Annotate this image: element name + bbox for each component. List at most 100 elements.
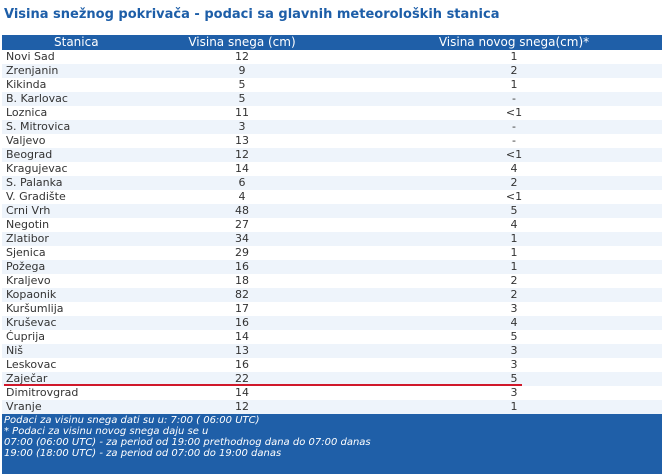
table-cell: 1	[510, 400, 518, 413]
station-name: Požega	[6, 260, 46, 273]
table-cell: 14	[235, 330, 249, 343]
table-cell: 18	[235, 274, 249, 287]
table-cell: 2	[510, 288, 518, 301]
station-name: Ćuprija	[6, 330, 46, 343]
table-row: S. Palanka 6 2	[2, 176, 662, 190]
table-cell: 3	[238, 120, 246, 133]
station-name: V. Gradište	[6, 190, 66, 203]
page-title: Visina snežnog pokrivača - podaci sa gla…	[4, 7, 500, 22]
station-name: S. Mitrovica	[6, 120, 71, 133]
footer-line: 07:00 (06:00 UTC) - za period od 19:00 p…	[4, 437, 371, 448]
table-cell: 2	[510, 176, 518, 189]
table-cell: 1	[510, 232, 518, 245]
station-name: Novi Sad	[6, 50, 55, 63]
table-cell: 2	[510, 274, 518, 287]
station-name: B. Karlovac	[6, 92, 68, 105]
station-name: Crni Vrh	[6, 204, 51, 217]
table-row: Vranje 12 1	[2, 400, 662, 414]
column-header: Visina snega (cm)	[188, 35, 296, 49]
table-cell: 3	[510, 302, 518, 315]
table-row: V. Gradište 4 <1	[2, 190, 662, 204]
footer-notes: Podaci za visinu snega dati su u: 7:00 (…	[2, 414, 662, 474]
footer-line: 19:00 (18:00 UTC) - za period od 07:00 d…	[4, 448, 282, 459]
table-cell: 1	[510, 260, 518, 273]
table-cell: <1	[505, 190, 523, 203]
table-cell: 27	[235, 218, 249, 231]
table-row: Novi Sad 12 1	[2, 50, 662, 64]
table-cell: 34	[235, 232, 249, 245]
table-cell: 3	[510, 344, 518, 357]
table-cell: 22	[235, 372, 249, 385]
station-name: Niš	[6, 344, 24, 357]
table-row: Kopaonik 82 2	[2, 288, 662, 302]
table-cell: 4	[238, 190, 246, 203]
table-cell: -	[512, 134, 516, 147]
table-cell: -	[512, 92, 516, 105]
table-row: Negotin 27 4	[2, 218, 662, 232]
table-cell: <1	[505, 148, 523, 161]
table-row: B. Karlovac 5 -	[2, 92, 662, 106]
station-name: Valjevo	[6, 134, 46, 147]
header-row: Stanica Visina snega (cm) Visina novog sne…	[2, 35, 662, 50]
table-cell: 5	[510, 330, 518, 343]
table-cell: 1	[510, 78, 518, 91]
table-row: Kragujevac 14 4	[2, 162, 662, 176]
table-cell: 17	[235, 302, 249, 315]
table-row: Kraljevo 18 2	[2, 274, 662, 288]
table-cell: 16	[235, 358, 249, 371]
table-cell: 14	[235, 162, 249, 175]
footer-line: * Podaci za visinu novog snega daju se u	[4, 426, 209, 437]
table-row: Valjevo 13 -	[2, 134, 662, 148]
station-name: Kuršumlija	[6, 302, 64, 315]
station-name: Kikinda	[6, 78, 47, 91]
page: Visina snežnog pokrivača - podaci sa gla…	[2, 7, 662, 474]
table-cell: 29	[235, 246, 249, 259]
station-name: S. Palanka	[6, 176, 63, 189]
table-cell: 82	[235, 288, 249, 301]
table-cell: 1	[510, 246, 518, 259]
station-name: Sjenica	[6, 246, 46, 259]
table-cell: 16	[235, 316, 249, 329]
table-cell: 3	[510, 386, 518, 399]
station-name: Zrenjanin	[6, 64, 59, 77]
station-name: Kopaonik	[6, 288, 57, 301]
station-name: Leskovac	[6, 358, 57, 371]
table-cell: 11	[235, 106, 249, 119]
table-cell: 4	[510, 316, 518, 329]
table-cell: 9	[238, 64, 246, 77]
station-name: Beograd	[6, 148, 53, 161]
table-cell: 5	[238, 92, 246, 105]
red-underline	[4, 384, 522, 386]
table-cell: 13	[235, 344, 249, 357]
table-cell: 12	[235, 400, 249, 413]
table-cell: 4	[510, 162, 518, 175]
column-header: Stanica	[54, 35, 99, 49]
table-row: Dimitrovgrad 14 3	[2, 386, 662, 400]
table-cell: 5	[510, 372, 518, 385]
table-row: Sjenica 29 1	[2, 246, 662, 260]
table-row: Zrenjanin 9 2	[2, 64, 662, 78]
station-name: Zlatibor	[6, 232, 49, 245]
table-row: Loznica 11 <1	[2, 106, 662, 120]
station-name: Negotin	[6, 218, 50, 231]
footer-line: Podaci za visinu snega dati su u: 7:00 (…	[4, 415, 260, 426]
table-row: Kikinda 5 1	[2, 78, 662, 92]
table-cell: 12	[235, 50, 249, 63]
table-cell: -	[512, 120, 516, 133]
station-name: Kragujevac	[6, 162, 68, 175]
station-name: Vranje	[6, 400, 42, 413]
table-row: Kruševac 16 4	[2, 316, 662, 330]
table-cell: 4	[510, 218, 518, 231]
table-cell: <1	[505, 106, 523, 119]
table-cell: 5	[510, 204, 518, 217]
table-row: Crni Vrh 48 5	[2, 204, 662, 218]
table-row: Požega 16 1	[2, 260, 662, 274]
table-row: Zaječar 22 5	[2, 372, 662, 386]
table-row: Ćuprija 14 5	[2, 330, 662, 344]
station-name: Kraljevo	[6, 274, 51, 287]
table-cell: 5	[238, 78, 246, 91]
table-row: Kuršumlija 17 3	[2, 302, 662, 316]
table-row: Zlatibor 34 1	[2, 232, 662, 246]
station-name: Loznica	[6, 106, 48, 119]
table-row: Niš 13 3	[2, 344, 662, 358]
